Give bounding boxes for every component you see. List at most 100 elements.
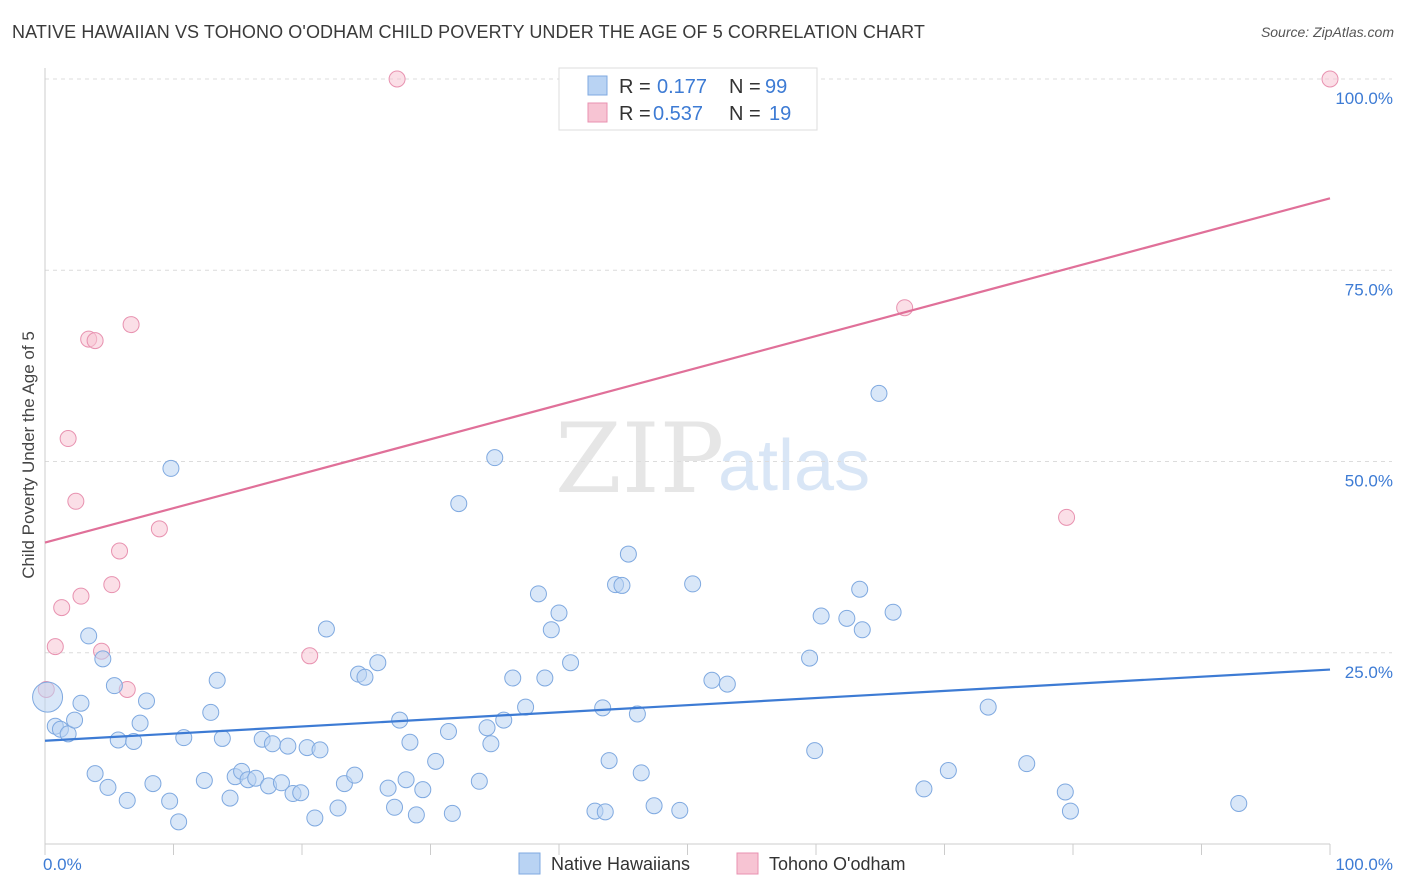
- native-hawaiians-point: [195, 772, 213, 790]
- native-hawaiians-point: [407, 806, 425, 824]
- legend-blue-swatch: [587, 75, 608, 96]
- tohono-odham-point: [59, 430, 77, 448]
- native-hawaiians-point: [470, 772, 488, 790]
- native-hawaiians-point: [812, 607, 830, 625]
- x-tick-label-min: 0.0%: [43, 855, 82, 874]
- bottom-legend-blue-swatch: [518, 852, 541, 875]
- tohono-odham-point: [46, 638, 64, 656]
- native-hawaiians-point: [66, 711, 84, 729]
- bottom-legend-tohono-odham: Tohono O'odham: [769, 854, 906, 874]
- native-hawaiians-point: [853, 621, 871, 639]
- y-tick-label: 75.0%: [1345, 280, 1393, 299]
- native-hawaiians-point: [272, 774, 290, 792]
- tohono-odham-point: [388, 70, 406, 88]
- native-hawaiians-point: [478, 719, 496, 737]
- native-hawaiians-point: [279, 737, 297, 755]
- native-hawaiians-point: [884, 603, 902, 621]
- legend-blue-r-label: R =: [619, 76, 651, 98]
- native-hawaiians-point: [806, 742, 824, 760]
- native-hawaiians-point: [379, 779, 397, 797]
- tohono-odham-point: [86, 332, 104, 350]
- legend-pink-n-label: N =: [729, 103, 761, 125]
- native-hawaiians-point: [517, 698, 535, 716]
- native-hawaiians-point: [550, 604, 568, 622]
- native-hawaiians-point: [562, 654, 580, 672]
- native-hawaiians-point: [369, 654, 387, 672]
- native-hawaiians-point: [628, 705, 646, 723]
- legend-blue-n-label: N =: [729, 76, 761, 98]
- native-hawaiians-point: [80, 627, 98, 645]
- native-hawaiians-point: [386, 798, 404, 816]
- tohono-odham-points: [37, 70, 1339, 698]
- native-hawaiians-point: [306, 809, 324, 827]
- y-axis-title: Child Poverty Under the Age of 5: [19, 331, 38, 579]
- native-hawaiians-point: [162, 459, 180, 477]
- native-hawaiians-point: [72, 694, 90, 712]
- native-hawaiians-point: [161, 792, 179, 810]
- legend-pink-r-label: R =: [619, 103, 651, 125]
- native-hawaiians-point: [99, 778, 117, 796]
- tohono-odham-point: [122, 316, 140, 334]
- trend-lines: [44, 197, 1331, 742]
- native-hawaiians-point: [684, 575, 702, 593]
- tohono-odham-point: [67, 492, 85, 510]
- native-hawaiians-point: [504, 669, 522, 687]
- axis-ticks: 25.0% 50.0% 75.0% 100.0% 0.0% 100.0%: [43, 89, 1393, 874]
- legend-blue-r-value: 0.177: [657, 76, 707, 98]
- native-hawaiians-point: [645, 797, 663, 815]
- legend-pink-n-value: 19: [769, 103, 791, 125]
- native-hawaiians-point: [600, 752, 618, 770]
- watermark-zip: ZIP: [555, 403, 724, 515]
- watermark-atlas: atlas: [718, 426, 870, 506]
- native-hawaiians-point: [170, 813, 188, 831]
- tohono-odham-point: [1321, 70, 1339, 88]
- native-hawaiians-point: [397, 771, 415, 789]
- native-hawaiians-point: [208, 671, 226, 689]
- native-hawaiians-point: [939, 762, 957, 780]
- native-hawaiians-point: [979, 698, 997, 716]
- native-hawaiians-point: [482, 735, 500, 753]
- grid-lines: [45, 78, 1392, 654]
- native-hawaiians-point: [915, 780, 933, 798]
- native-hawaiians-point: [703, 671, 721, 689]
- native-hawaiians-point: [632, 764, 650, 782]
- native-hawaiians-point: [594, 699, 612, 717]
- native-hawaiians-point: [427, 752, 445, 770]
- native-hawaiians-point: [109, 731, 127, 749]
- native-hawaiians-point: [613, 576, 631, 594]
- native-hawaiians-point: [118, 791, 136, 809]
- native-hawaiians-point: [311, 741, 329, 759]
- native-hawaiians-point: [94, 650, 112, 668]
- native-hawaiians-point: [401, 733, 419, 751]
- native-hawaiians-point: [596, 803, 614, 821]
- legend-blue-n-value: 99: [765, 76, 787, 98]
- native-hawaiians-point: [439, 723, 457, 741]
- native-hawaiians-point: [131, 714, 149, 732]
- native-hawaiians-point: [329, 799, 347, 817]
- native-hawaiians-point: [263, 735, 281, 753]
- native-hawaiians-point: [851, 580, 869, 598]
- bottom-legend-native-hawaiians: Native Hawaiians: [551, 854, 690, 874]
- native-hawaiians-point: [32, 681, 64, 713]
- native-hawaiians-point: [838, 609, 856, 627]
- native-hawaiians-point: [414, 781, 432, 799]
- native-hawaiians-point: [450, 495, 468, 513]
- native-hawaiians-point: [221, 789, 239, 807]
- native-hawaiians-point: [292, 784, 310, 802]
- native-hawaiians-point: [870, 384, 888, 402]
- native-hawaiians-point: [247, 769, 265, 787]
- native-hawaiians-point: [125, 732, 143, 750]
- y-tick-label: 100.0%: [1335, 89, 1393, 108]
- legend-pink-r-value: 0.537: [653, 103, 703, 125]
- native-hawaiians-point: [443, 804, 461, 822]
- bottom-legend: Native Hawaiians Tohono O'odham: [518, 852, 906, 875]
- native-hawaiians-point: [59, 725, 77, 743]
- native-hawaiians-point: [529, 585, 547, 603]
- native-hawaiians-point: [671, 801, 689, 819]
- x-tick-label-max: 100.0%: [1335, 855, 1393, 874]
- tohono-odham-point: [72, 587, 90, 605]
- native-hawaiians-point: [86, 765, 104, 783]
- legend-pink-swatch: [587, 102, 608, 123]
- native-hawaiians-point: [1018, 755, 1036, 773]
